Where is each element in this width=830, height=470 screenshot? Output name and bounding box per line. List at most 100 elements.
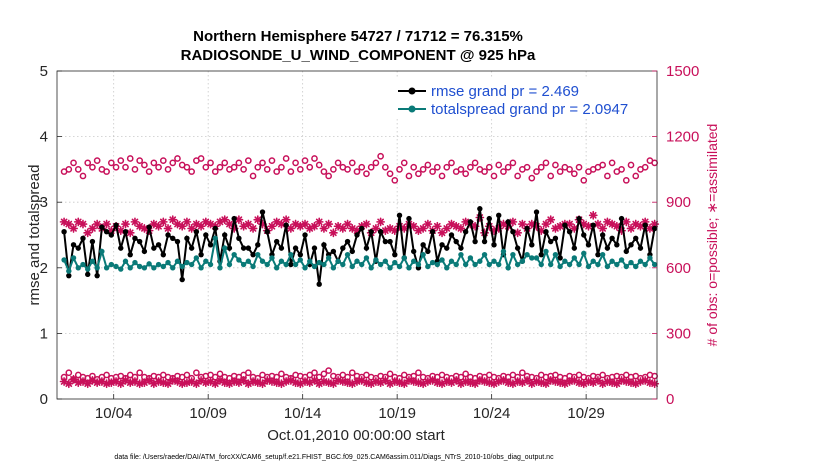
totalspread-point bbox=[500, 248, 507, 255]
obs-possible-point bbox=[481, 168, 488, 175]
obs-possible-point bbox=[400, 159, 408, 167]
obs-possible-point bbox=[79, 172, 87, 180]
obs-possible-point bbox=[155, 163, 162, 171]
x-tick-label: 10/19 bbox=[378, 405, 416, 422]
obs-assimilated-point bbox=[602, 377, 612, 386]
obs-possible-point bbox=[292, 159, 299, 167]
obs-possible-point bbox=[367, 163, 375, 171]
obs-possible-point bbox=[145, 168, 153, 175]
obs-possible-point bbox=[424, 161, 432, 169]
obs-possible-point bbox=[353, 168, 361, 175]
obs-possible-point bbox=[632, 172, 640, 180]
rmse-point bbox=[562, 222, 568, 228]
obs-assimilated-point-stroke bbox=[174, 378, 181, 385]
totalspread-point bbox=[519, 258, 526, 264]
obs-possible-point bbox=[537, 163, 545, 171]
totalspread-point bbox=[335, 258, 341, 264]
totalspread-point bbox=[618, 257, 625, 263]
rmse-point bbox=[462, 229, 469, 235]
obs-assimilated-point bbox=[121, 219, 130, 229]
totalspread-point bbox=[477, 258, 483, 264]
obs-possible-point bbox=[278, 370, 285, 378]
obs-possible-point bbox=[344, 166, 351, 173]
obs-assimilated-point-stroke bbox=[292, 220, 299, 228]
obs-possible-point bbox=[107, 159, 115, 167]
totalspread-point bbox=[198, 265, 204, 271]
obs-possible-point bbox=[207, 159, 214, 167]
obs-possible-point bbox=[330, 166, 337, 173]
obs-assimilated-point-stroke bbox=[471, 380, 479, 388]
totalspread-point bbox=[396, 263, 403, 270]
totalspread-point bbox=[250, 263, 256, 270]
obs-assimilated-point-stroke bbox=[117, 227, 125, 234]
obs-assimilated-point bbox=[414, 226, 423, 236]
totalspread-point bbox=[548, 261, 554, 268]
obs-assimilated-point-stroke bbox=[462, 218, 470, 226]
obs-possible-point bbox=[197, 155, 205, 162]
obs-possible-point bbox=[363, 170, 370, 178]
obs-possible-point bbox=[268, 157, 276, 165]
obs-possible-point bbox=[273, 168, 281, 175]
obs-assimilated-point-stroke bbox=[202, 218, 210, 226]
obs-possible-point bbox=[263, 166, 271, 173]
rmse-point bbox=[198, 251, 204, 258]
obs-possible-point bbox=[396, 166, 403, 173]
obs-assimilated-point bbox=[163, 224, 173, 233]
obs-assimilated-point-stroke bbox=[98, 378, 106, 385]
totalspread-point bbox=[533, 255, 540, 261]
totalspread-point bbox=[552, 251, 559, 258]
rmse-point bbox=[75, 245, 81, 251]
obs-assimilated-point bbox=[324, 219, 334, 229]
rmse-point bbox=[136, 238, 143, 245]
obs-assimilated-point-stroke bbox=[400, 380, 408, 388]
obs-possible-point bbox=[103, 168, 110, 175]
totalspread-point bbox=[614, 261, 620, 268]
obs-assimilated-point-stroke bbox=[70, 375, 77, 383]
obs-assimilated-point-stroke bbox=[103, 220, 110, 228]
obs-assimilated-point-stroke bbox=[60, 378, 68, 385]
totalspread-point bbox=[226, 261, 233, 268]
obs-assimilated-point-stroke bbox=[448, 220, 455, 228]
obs-assimilated-point bbox=[546, 215, 556, 225]
obs-possible-point bbox=[325, 367, 333, 374]
obs-possible-point bbox=[65, 166, 73, 173]
obs-assimilated-point bbox=[593, 376, 603, 385]
obs-possible-point bbox=[552, 161, 559, 169]
obs-assimilated-point-stroke bbox=[93, 220, 101, 228]
rmse-point bbox=[66, 272, 72, 279]
obs-assimilated-point bbox=[328, 228, 338, 238]
totalspread-point bbox=[136, 263, 143, 270]
rmse-point bbox=[283, 222, 289, 228]
obs-assimilated-point bbox=[144, 376, 154, 385]
obs-possible-point bbox=[386, 170, 394, 178]
y-left-tick-label: 5 bbox=[40, 63, 48, 80]
obs-possible-point bbox=[438, 172, 446, 180]
rmse-point bbox=[146, 224, 152, 230]
obs-possible-point bbox=[159, 157, 167, 165]
obs-assimilated-point-stroke bbox=[457, 225, 465, 232]
obs-possible-point bbox=[467, 163, 474, 171]
obs-assimilated-point-stroke bbox=[122, 220, 129, 228]
totalspread-point bbox=[222, 245, 228, 251]
rmse-point bbox=[623, 248, 629, 255]
obs-possible-point bbox=[523, 163, 531, 171]
rmse-point bbox=[514, 245, 521, 251]
totalspread-point bbox=[368, 265, 374, 271]
chart-title-line1: Northern Hemisphere 54727 / 71712 = 76.3… bbox=[193, 28, 523, 45]
rmse-point bbox=[576, 215, 582, 222]
x-tick-label: 10/14 bbox=[284, 405, 322, 422]
obs-assimilated-point-stroke bbox=[589, 211, 597, 219]
obs-assimilated-point-stroke bbox=[122, 377, 129, 384]
rmse-point bbox=[132, 235, 138, 241]
obs-possible-point bbox=[136, 369, 144, 377]
obs-possible-point bbox=[547, 172, 555, 180]
rmse-point bbox=[491, 242, 497, 248]
obs-possible-point bbox=[575, 163, 583, 171]
obs-possible-point bbox=[358, 163, 366, 171]
obs-possible-point bbox=[528, 174, 536, 182]
obs-assimilated-point-stroke bbox=[287, 377, 295, 384]
obs-possible-point bbox=[93, 157, 101, 165]
rmse-point bbox=[363, 245, 370, 251]
obs-possible-point bbox=[377, 152, 384, 160]
legend-spread-marker bbox=[408, 105, 416, 113]
